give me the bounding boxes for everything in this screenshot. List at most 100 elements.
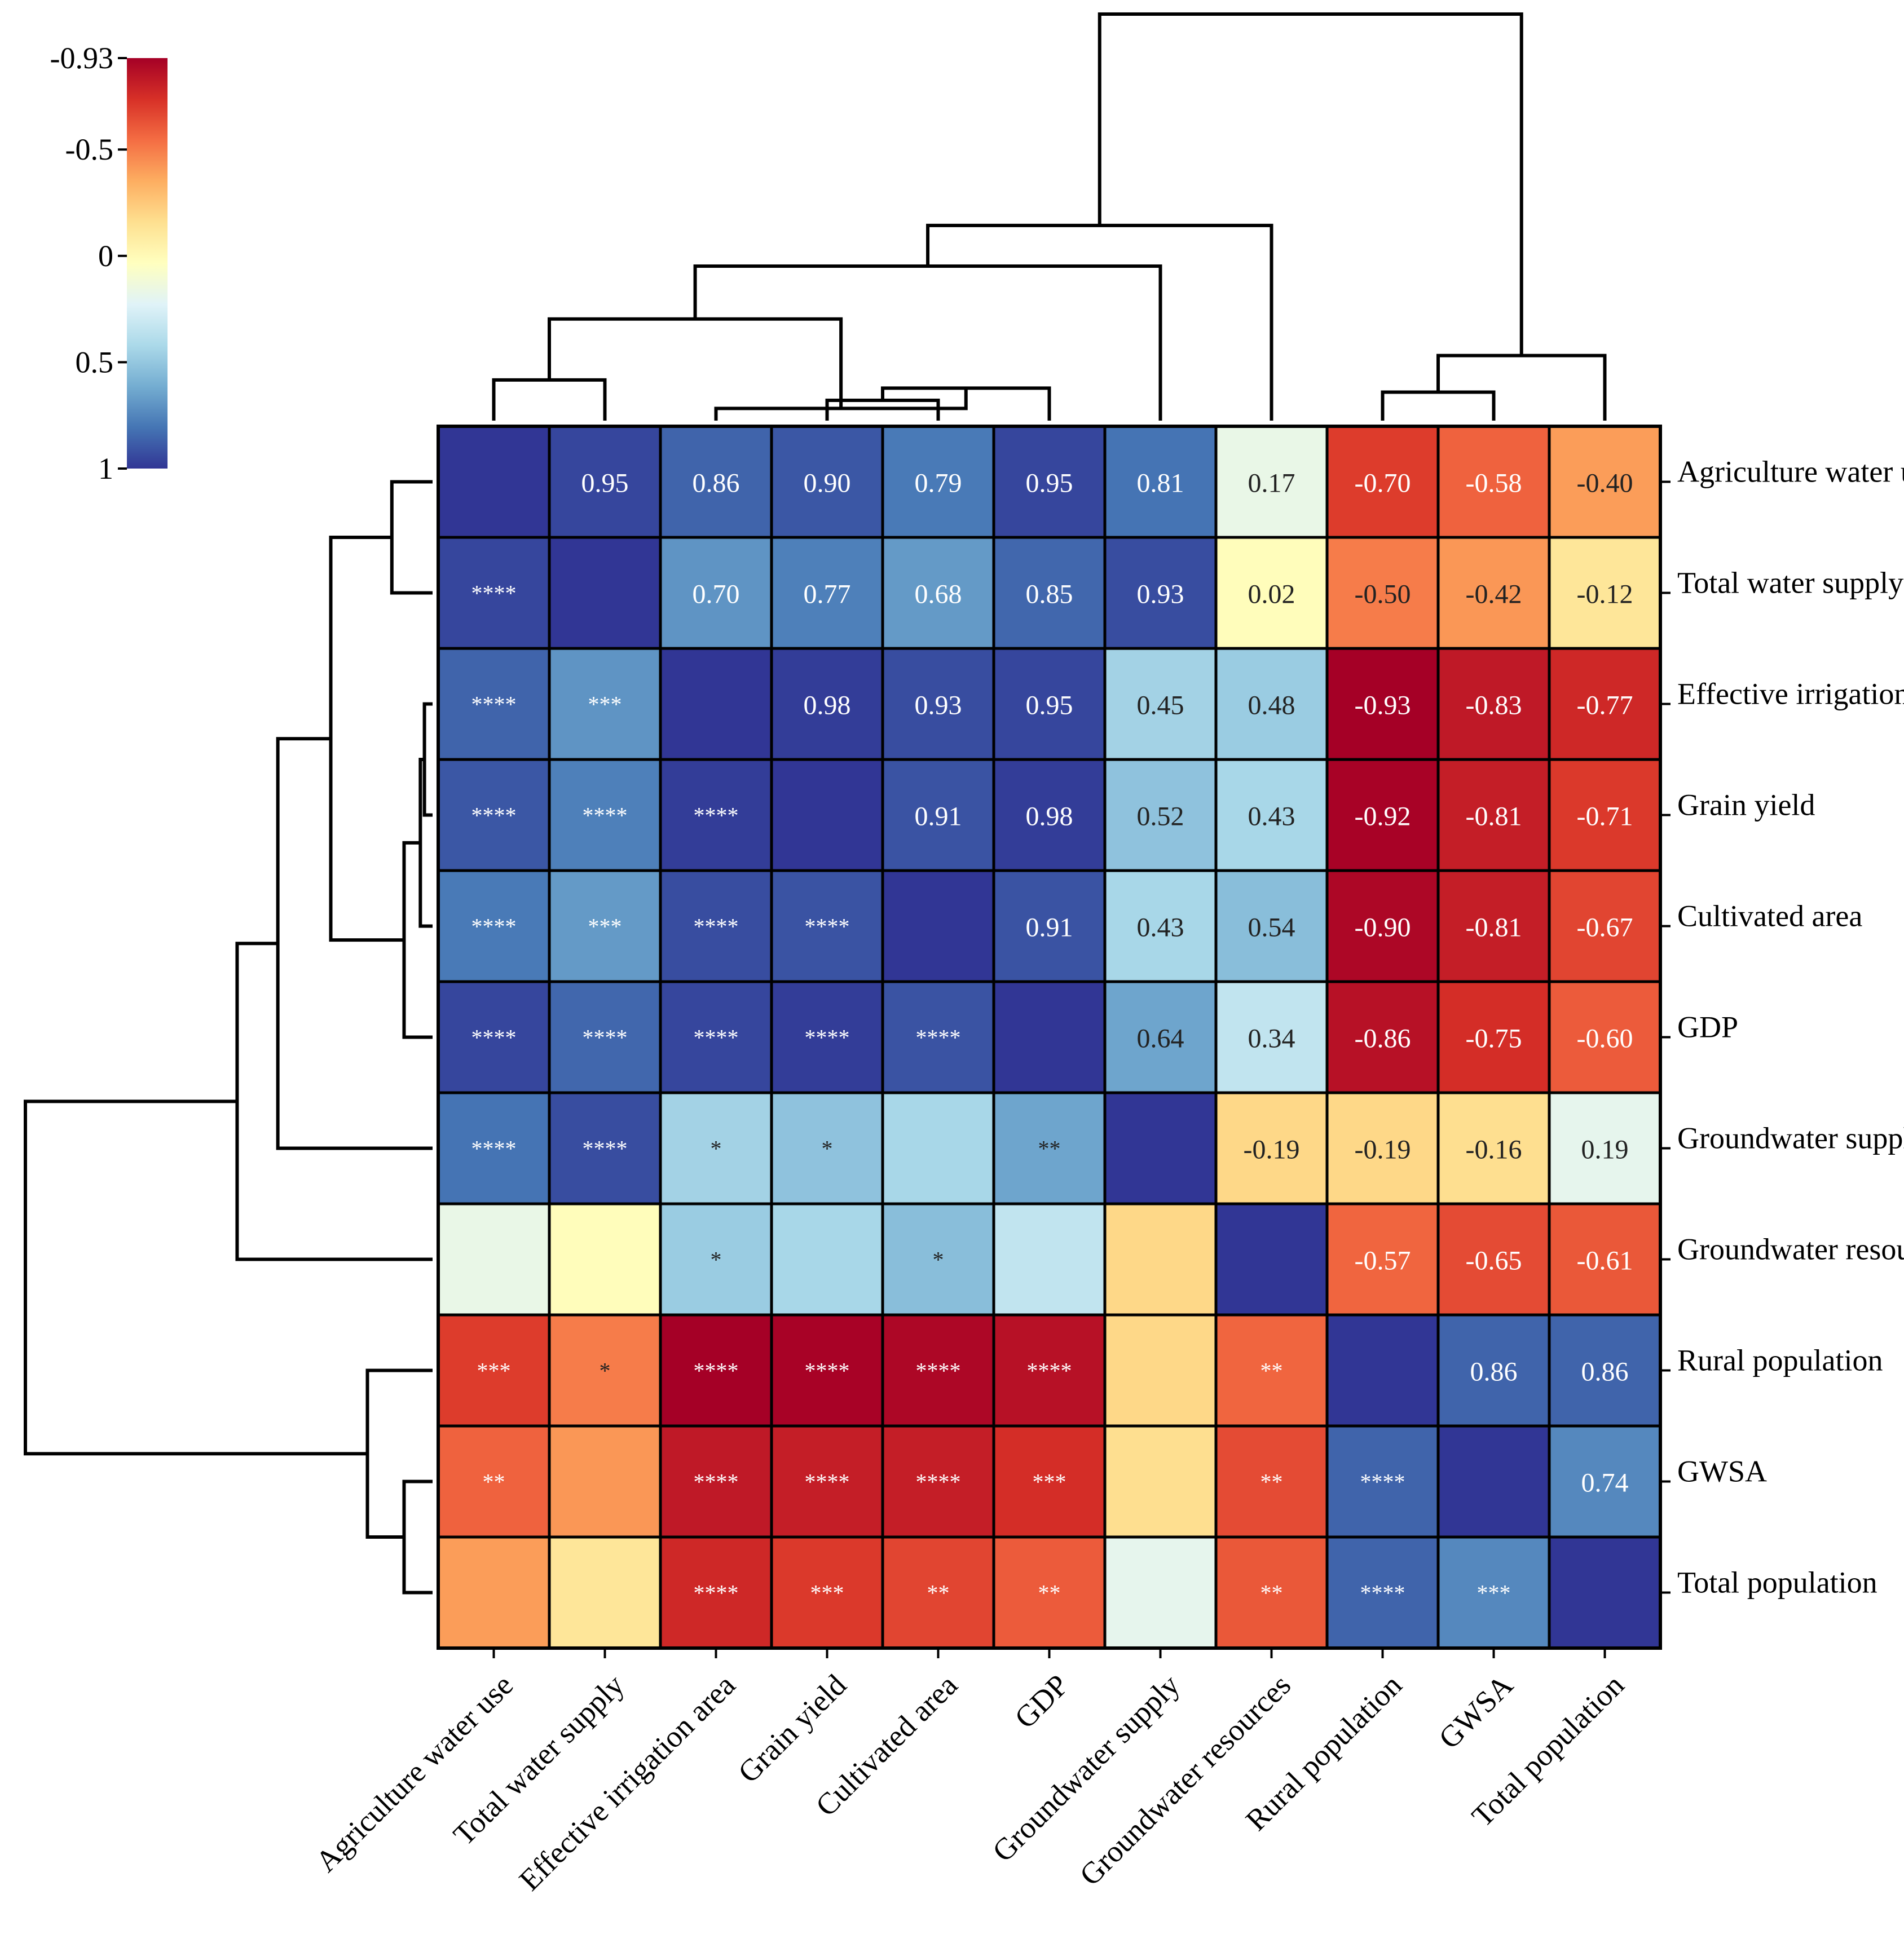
heatmap-cell	[548, 1424, 662, 1539]
significance-label: ****	[694, 1469, 739, 1495]
heatmap-cell	[548, 1535, 662, 1650]
data-label: -0.81	[1466, 913, 1522, 943]
y-axis-tick-labels: Agriculture water use Total water supply E…	[1660, 455, 1904, 1600]
data-label: -0.58	[1466, 469, 1522, 498]
data-label: 0.95	[581, 469, 629, 498]
data-label: -0.67	[1577, 913, 1633, 943]
significance-label: ****	[471, 581, 517, 606]
significance-label: *	[711, 1247, 722, 1273]
heatmap-cell	[1214, 869, 1329, 983]
significance-label: ****	[583, 1136, 628, 1162]
data-label: 0.45	[1137, 691, 1184, 721]
significance-label: **	[483, 1469, 505, 1495]
heatmap-cell	[548, 1091, 662, 1205]
data-label: 0.86	[1470, 1357, 1518, 1387]
dendrogram-branch	[1098, 12, 1523, 356]
significance-label: ****	[471, 803, 517, 828]
heatmap-cell	[1548, 758, 1662, 872]
data-label: -0.60	[1577, 1024, 1633, 1054]
heatmap-cell	[992, 1202, 1107, 1317]
data-label: -0.90	[1355, 913, 1411, 943]
heatmap-cell	[659, 1202, 773, 1317]
significance-label: **	[927, 1580, 950, 1606]
heatmap-cell	[881, 425, 995, 539]
y-tick-label: GWSA	[1677, 1455, 1767, 1489]
significance-label: ****	[1027, 1358, 1072, 1384]
heatmap-cell	[1436, 1424, 1551, 1539]
data-label: -0.83	[1466, 691, 1522, 721]
heatmap-cell	[1103, 1202, 1218, 1317]
data-label: 0.70	[693, 580, 740, 610]
heatmap-cell	[881, 647, 995, 761]
data-label: 0.64	[1137, 1024, 1184, 1054]
y-tick-label: Rural population	[1677, 1344, 1883, 1377]
significance-label: ****	[1360, 1469, 1405, 1495]
significance-label: *	[933, 1247, 944, 1273]
data-label: 0.52	[1137, 802, 1184, 832]
significance-label: ****	[694, 1580, 739, 1606]
data-label: -0.92	[1355, 802, 1411, 832]
significance-label: ****	[694, 1025, 739, 1050]
data-label: -0.19	[1244, 1135, 1300, 1165]
heatmap-cell	[1325, 758, 1440, 872]
data-label: 0.43	[1137, 913, 1184, 943]
significance-label: ****	[471, 914, 517, 939]
data-label: 0.02	[1248, 580, 1295, 610]
data-label: 0.98	[1026, 802, 1073, 832]
heatmap-cell	[992, 980, 1107, 1094]
heatmap-cell	[1436, 1091, 1551, 1205]
data-label: 0.79	[915, 469, 962, 498]
data-label: -0.81	[1466, 802, 1522, 832]
significance-label: ****	[694, 803, 739, 828]
heatmap-cell	[548, 1202, 662, 1317]
heatmap-cell	[437, 1091, 551, 1205]
data-label: 0.90	[804, 469, 851, 498]
significance-label: ****	[694, 1358, 739, 1384]
data-label: -0.93	[1355, 691, 1411, 721]
significance-label: ****	[916, 1358, 961, 1384]
heatmap-cell	[992, 647, 1107, 761]
y-tick-label: Effective irrigation area	[1677, 677, 1904, 711]
data-label: -0.12	[1577, 580, 1633, 610]
significance-label: ***	[810, 1580, 844, 1606]
y-tick-label: Cultivated area	[1677, 899, 1862, 933]
heatmap-cell	[1214, 980, 1329, 1094]
data-label: -0.16	[1466, 1135, 1522, 1165]
significance-label: **	[1038, 1136, 1061, 1162]
heatmap-cell	[1436, 980, 1551, 1094]
y-tick-label: Grain yield	[1677, 788, 1815, 822]
heatmap-cell	[437, 1202, 551, 1317]
data-label: 0.43	[1248, 802, 1295, 832]
significance-label: ***	[588, 914, 622, 939]
heatmap-cell	[1548, 1202, 1662, 1317]
heatmap-cell	[659, 758, 773, 872]
dendrogram-branch	[24, 1099, 368, 1456]
data-label: 0.93	[915, 691, 962, 721]
heatmap-cell	[1214, 1202, 1329, 1317]
significance-label: *	[600, 1358, 611, 1384]
significance-label: *	[711, 1136, 722, 1162]
data-label: -0.42	[1466, 580, 1522, 610]
colorbar-tick-label: 0.5	[76, 345, 114, 379]
heatmap-cell	[1436, 536, 1551, 650]
heatmap-cell	[1548, 869, 1662, 983]
data-label: 0.91	[1026, 913, 1073, 943]
data-label: -0.75	[1466, 1024, 1522, 1054]
heatmap-cell	[881, 536, 995, 650]
heatmap-cell	[659, 1535, 773, 1650]
significance-label: ****	[694, 914, 739, 939]
heatmap-cell	[659, 536, 773, 650]
colorbar-tick-label: 0	[98, 239, 113, 273]
significance-label: ****	[805, 1025, 850, 1050]
row-dendrogram	[24, 480, 433, 1595]
heatmap-cell	[881, 758, 995, 872]
heatmap-cell	[1548, 1091, 1662, 1205]
significance-label: ****	[916, 1025, 961, 1050]
heatmap-cell	[659, 869, 773, 983]
heatmap-cell	[992, 425, 1107, 539]
heatmap-cell	[1103, 869, 1218, 983]
heatmap-cell	[770, 1535, 884, 1650]
significance-label: *	[822, 1136, 833, 1162]
heatmap-cell	[548, 758, 662, 872]
colorbar-tick-label: -0.5	[65, 133, 113, 166]
